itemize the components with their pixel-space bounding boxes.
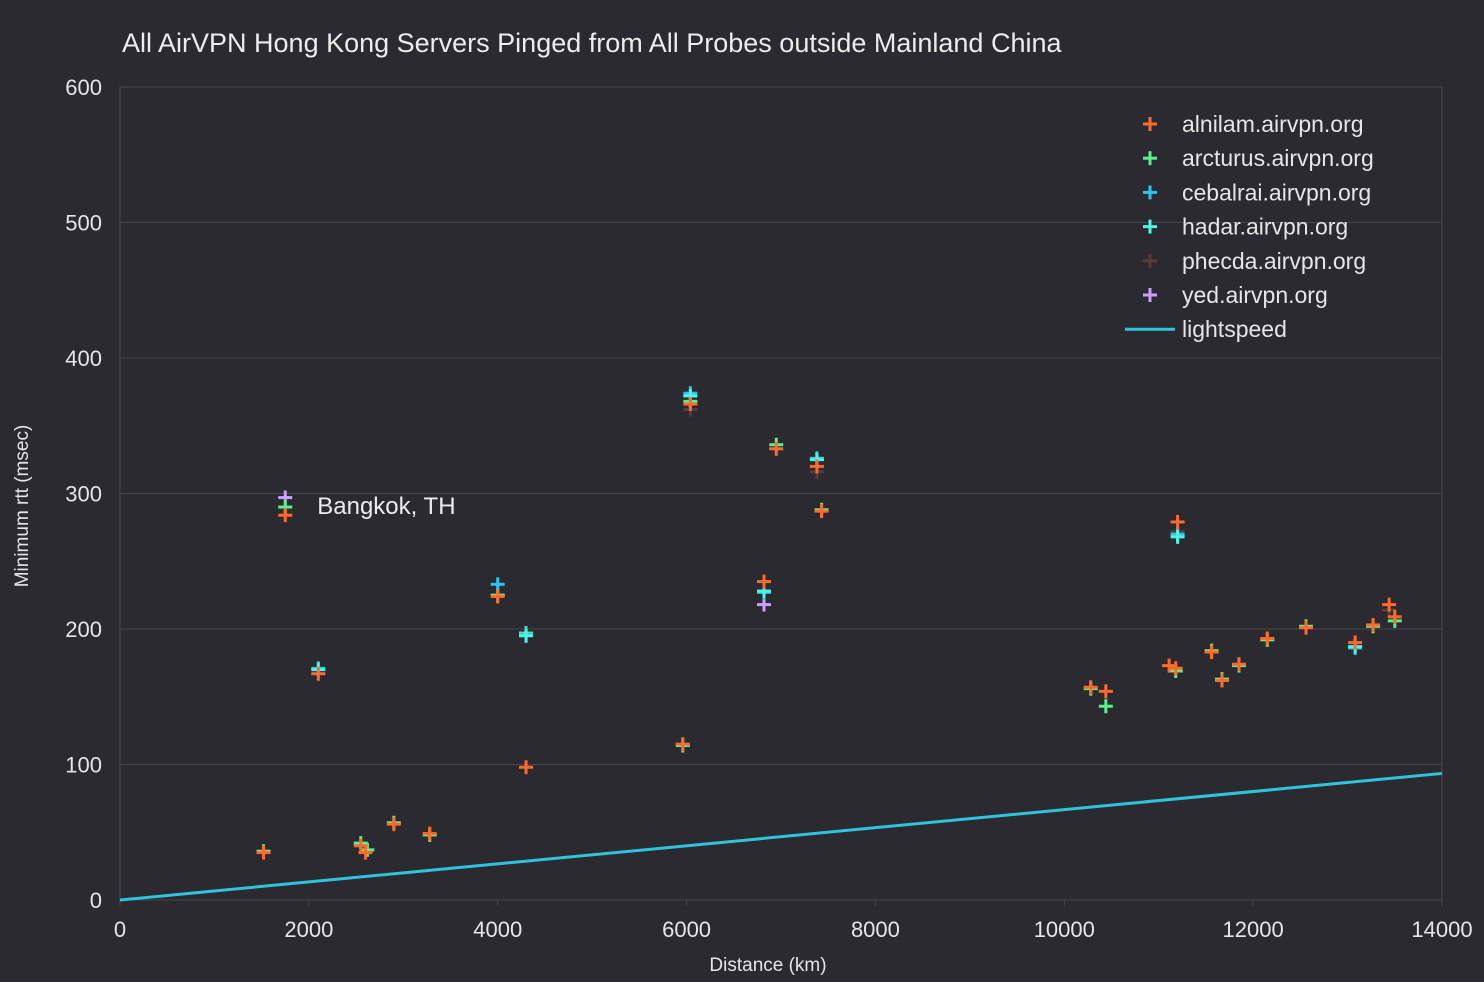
legend-entry: lightspeed <box>1125 316 1287 342</box>
legend-label: arcturus.airvpn.org <box>1182 145 1374 171</box>
y-tick-label: 200 <box>65 617 102 642</box>
y-tick-label: 100 <box>65 753 102 778</box>
x-tick-label: 6000 <box>662 917 711 942</box>
series-alnilam <box>256 397 1402 860</box>
legend: alnilam.airvpn.org arcturus.airvpn.org ceb… <box>1125 111 1374 342</box>
y-axis-ticks: 0 100 200 300 400 500 600 <box>65 75 102 913</box>
legend-swatch <box>1143 185 1157 200</box>
data-point <box>1299 620 1314 635</box>
x-tick-label: 14000 <box>1411 917 1472 942</box>
data-point <box>1214 673 1229 688</box>
data-point <box>519 760 534 775</box>
data-point <box>683 397 698 412</box>
data-point <box>769 441 784 456</box>
x-tick-label: 4000 <box>473 917 522 942</box>
legend-entry: hadar.airvpn.org <box>1143 214 1348 240</box>
y-tick-label: 400 <box>65 346 102 371</box>
legend-label: hadar.airvpn.org <box>1182 214 1348 240</box>
data-point <box>757 597 772 612</box>
x-axis-label: Distance (km) <box>709 955 826 976</box>
legend-swatch <box>1143 219 1157 234</box>
data-point <box>1231 657 1246 672</box>
data-point <box>1098 684 1113 699</box>
data-point <box>256 845 271 860</box>
legend-label: phecda.airvpn.org <box>1182 248 1366 274</box>
y-axis-label: Minimum rtt (msec) <box>12 425 33 588</box>
y-tick-label: 600 <box>65 75 102 100</box>
data-point <box>1387 609 1402 624</box>
data-point <box>1083 680 1098 695</box>
x-tick-label: 2000 <box>284 917 333 942</box>
data-point <box>1260 631 1275 646</box>
legend-entry: yed.airvpn.org <box>1143 282 1328 308</box>
data-point <box>1204 645 1219 660</box>
legend-label: alnilam.airvpn.org <box>1182 111 1364 137</box>
data-point <box>1098 699 1113 714</box>
data-point <box>311 666 326 681</box>
x-tick-label: 10000 <box>1034 917 1095 942</box>
data-point <box>809 459 824 474</box>
legend-swatch <box>1143 151 1157 166</box>
legend-swatch <box>1143 253 1157 268</box>
y-tick-label: 500 <box>65 211 102 236</box>
data-point <box>358 845 373 860</box>
data-point <box>278 508 293 523</box>
data-point <box>1170 529 1185 544</box>
chart-title: All AirVPN Hong Kong Servers Pinged from… <box>122 28 1062 58</box>
series-lightspeed <box>119 771 1443 902</box>
legend-entry: alnilam.airvpn.org <box>1143 111 1364 137</box>
x-tick-label: 0 <box>114 917 126 942</box>
annotation-bangkok: Bangkok, TH <box>317 493 455 520</box>
data-point <box>1168 661 1183 676</box>
legend-label: yed.airvpn.org <box>1182 282 1328 308</box>
data-point <box>757 574 772 589</box>
x-axis-ticks: 0 2000 4000 6000 8000 10000 12000 14000 <box>114 917 1473 942</box>
data-point <box>1382 597 1397 612</box>
data-point <box>422 826 437 841</box>
legend-label: lightspeed <box>1182 316 1287 342</box>
series <box>119 386 1443 902</box>
legend-entry: phecda.airvpn.org <box>1143 248 1366 274</box>
data-point <box>386 817 401 832</box>
data-point <box>519 628 534 643</box>
x-tick-label: 8000 <box>851 917 900 942</box>
data-point <box>1348 635 1363 650</box>
legend-swatch <box>1143 288 1157 302</box>
data-point <box>1170 514 1185 529</box>
plot-frame <box>119 86 1443 901</box>
y-tick-label: 300 <box>65 482 102 507</box>
legend-label: cebalrai.airvpn.org <box>1182 179 1371 205</box>
data-point <box>675 737 690 752</box>
data-point <box>490 589 505 604</box>
x-tick-label: 12000 <box>1223 917 1284 942</box>
data-point <box>1162 658 1177 673</box>
lightspeed-line <box>119 771 1443 902</box>
legend-swatch <box>1143 117 1157 131</box>
data-point <box>1366 617 1381 632</box>
y-tick-label: 0 <box>90 888 102 913</box>
legend-entry: cebalrai.airvpn.org <box>1143 179 1371 205</box>
data-point <box>814 504 829 519</box>
legend-entry: arcturus.airvpn.org <box>1143 145 1374 171</box>
data-point <box>490 577 505 592</box>
